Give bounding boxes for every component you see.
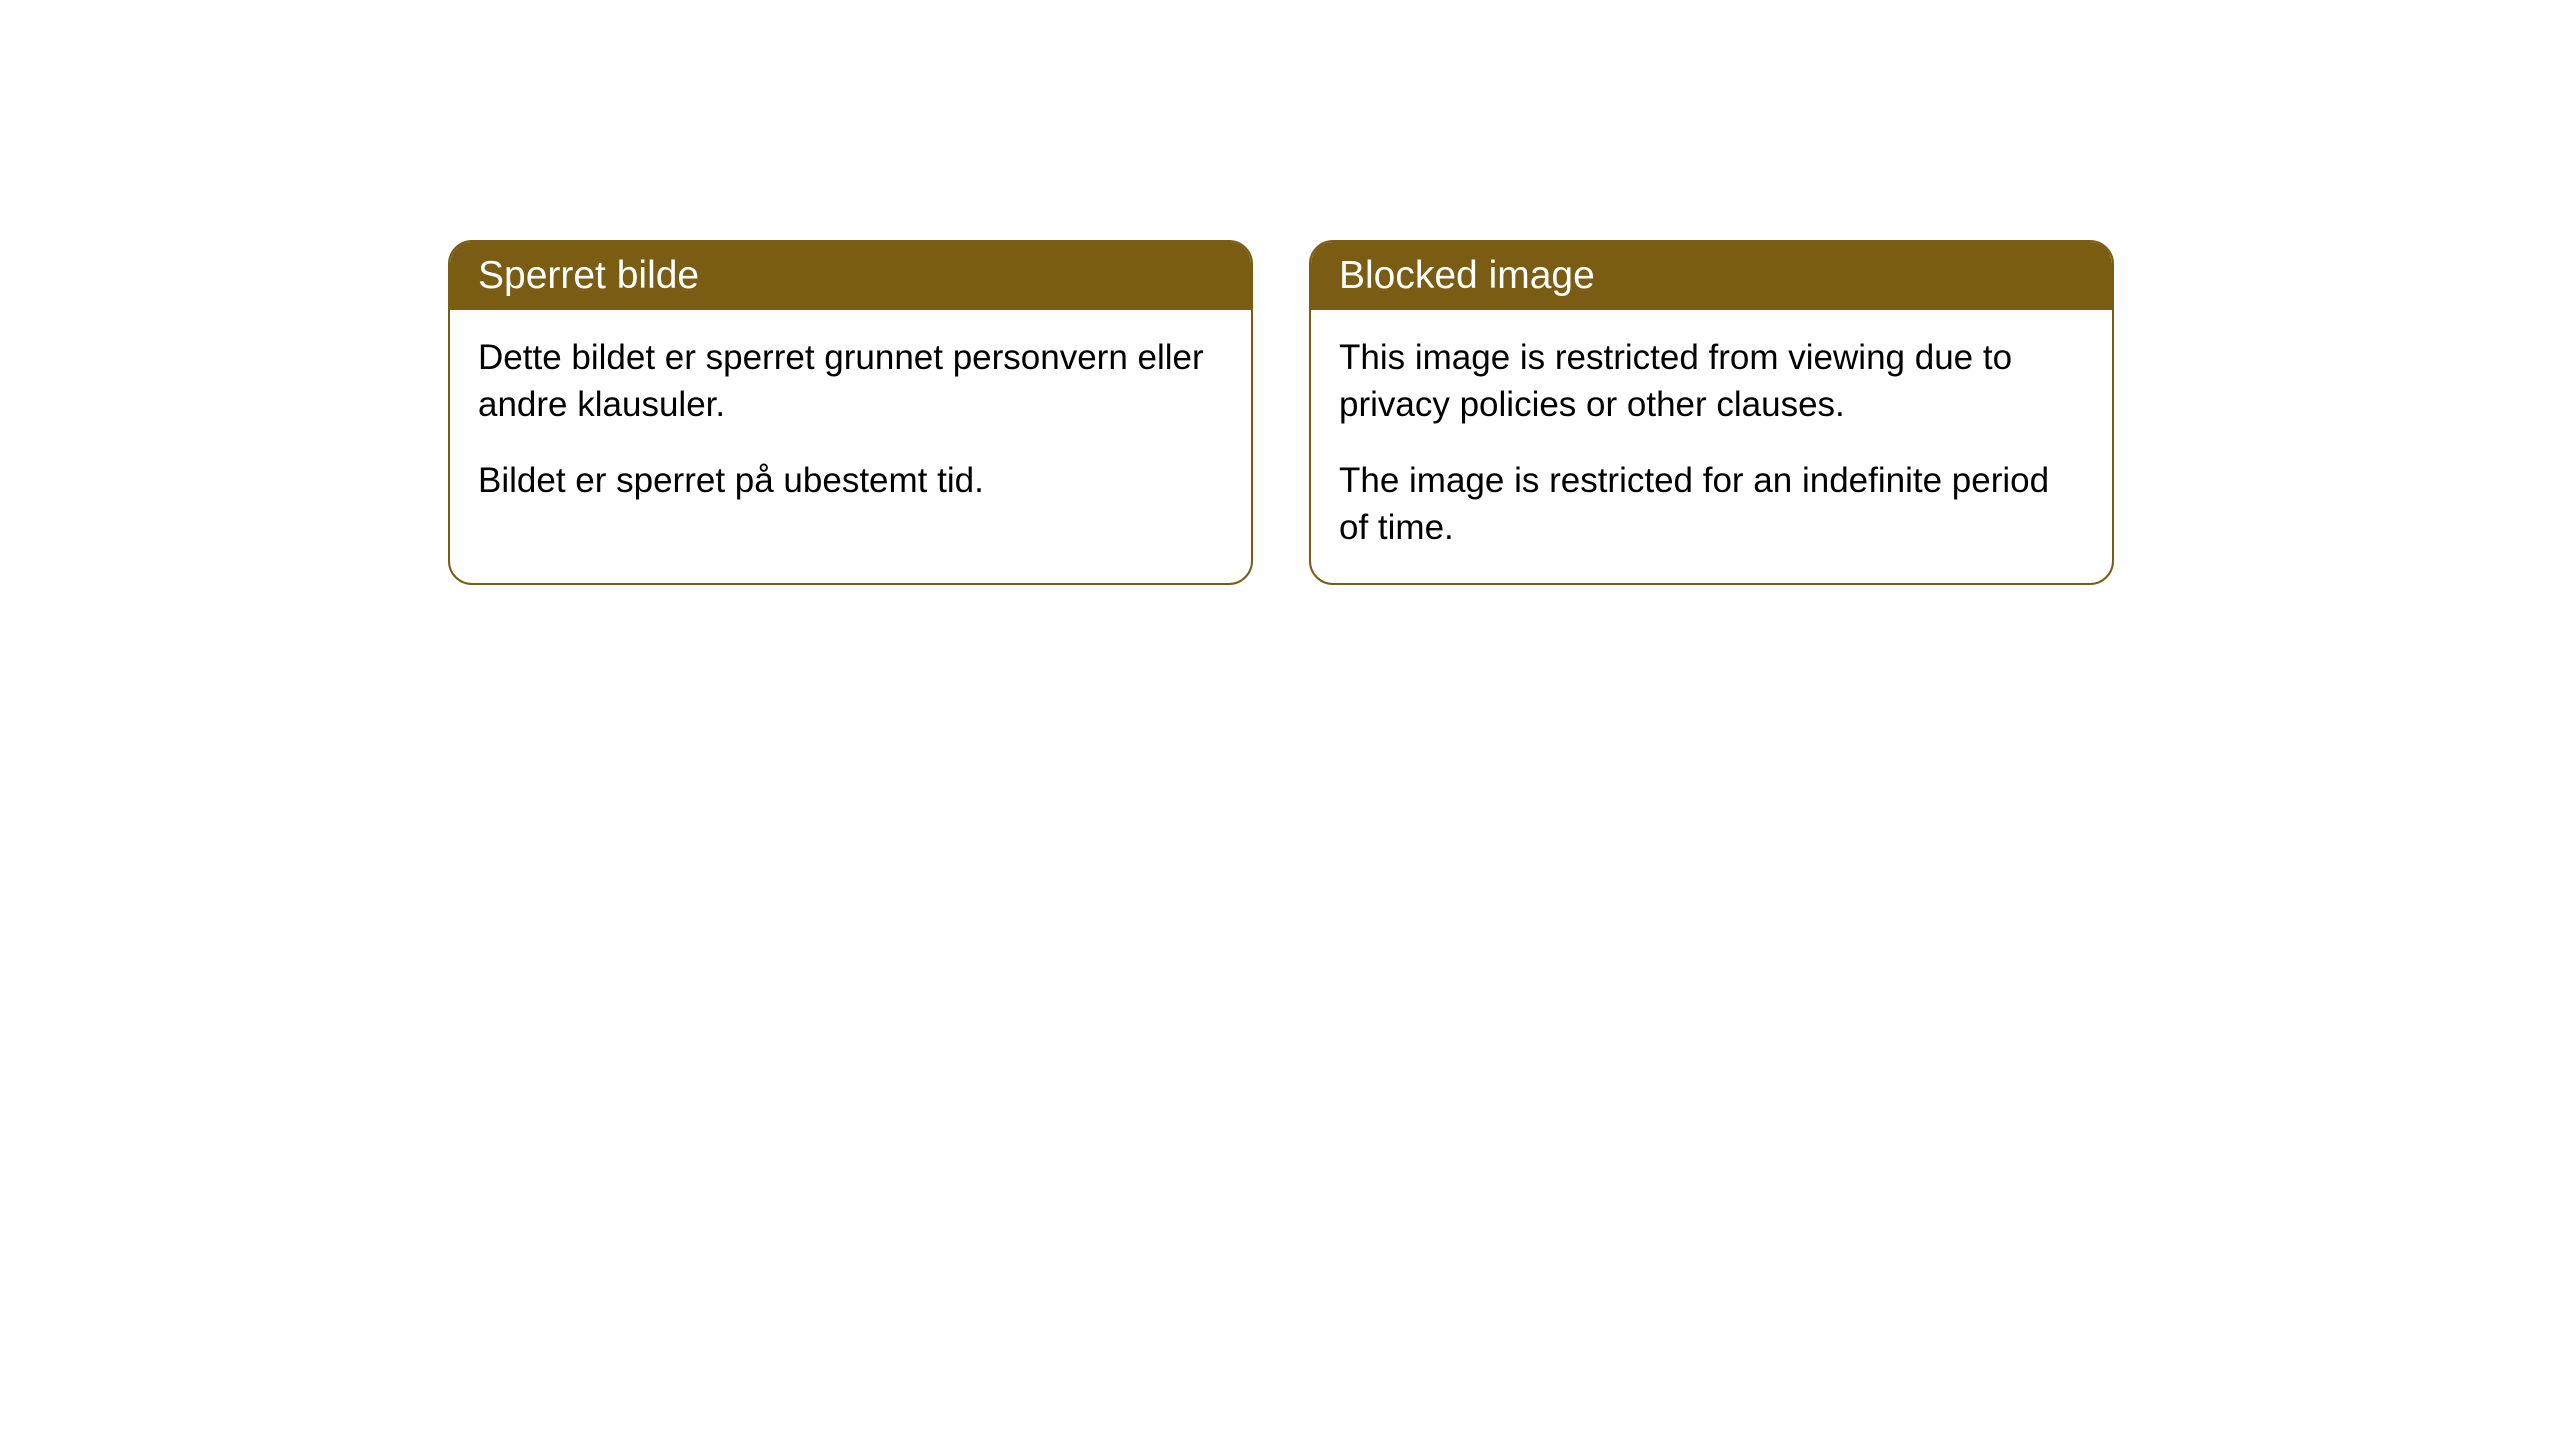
card-header: Blocked image — [1311, 242, 2112, 310]
card-title: Blocked image — [1339, 254, 1595, 297]
blocked-image-card-norwegian: Sperret bilde Dette bildet er sperret gr… — [448, 240, 1253, 585]
card-title: Sperret bilde — [478, 254, 699, 297]
card-body: This image is restricted from viewing du… — [1311, 310, 2112, 583]
card-body: Dette bildet er sperret grunnet personve… — [450, 310, 1251, 536]
card-header: Sperret bilde — [450, 242, 1251, 310]
card-paragraph: The image is restricted for an indefinit… — [1339, 457, 2084, 552]
card-paragraph: Bildet er sperret på ubestemt tid. — [478, 457, 1223, 504]
card-paragraph: This image is restricted from viewing du… — [1339, 334, 2084, 429]
blocked-image-card-english: Blocked image This image is restricted f… — [1309, 240, 2114, 585]
notice-cards-container: Sperret bilde Dette bildet er sperret gr… — [448, 240, 2114, 585]
card-paragraph: Dette bildet er sperret grunnet personve… — [478, 334, 1223, 429]
